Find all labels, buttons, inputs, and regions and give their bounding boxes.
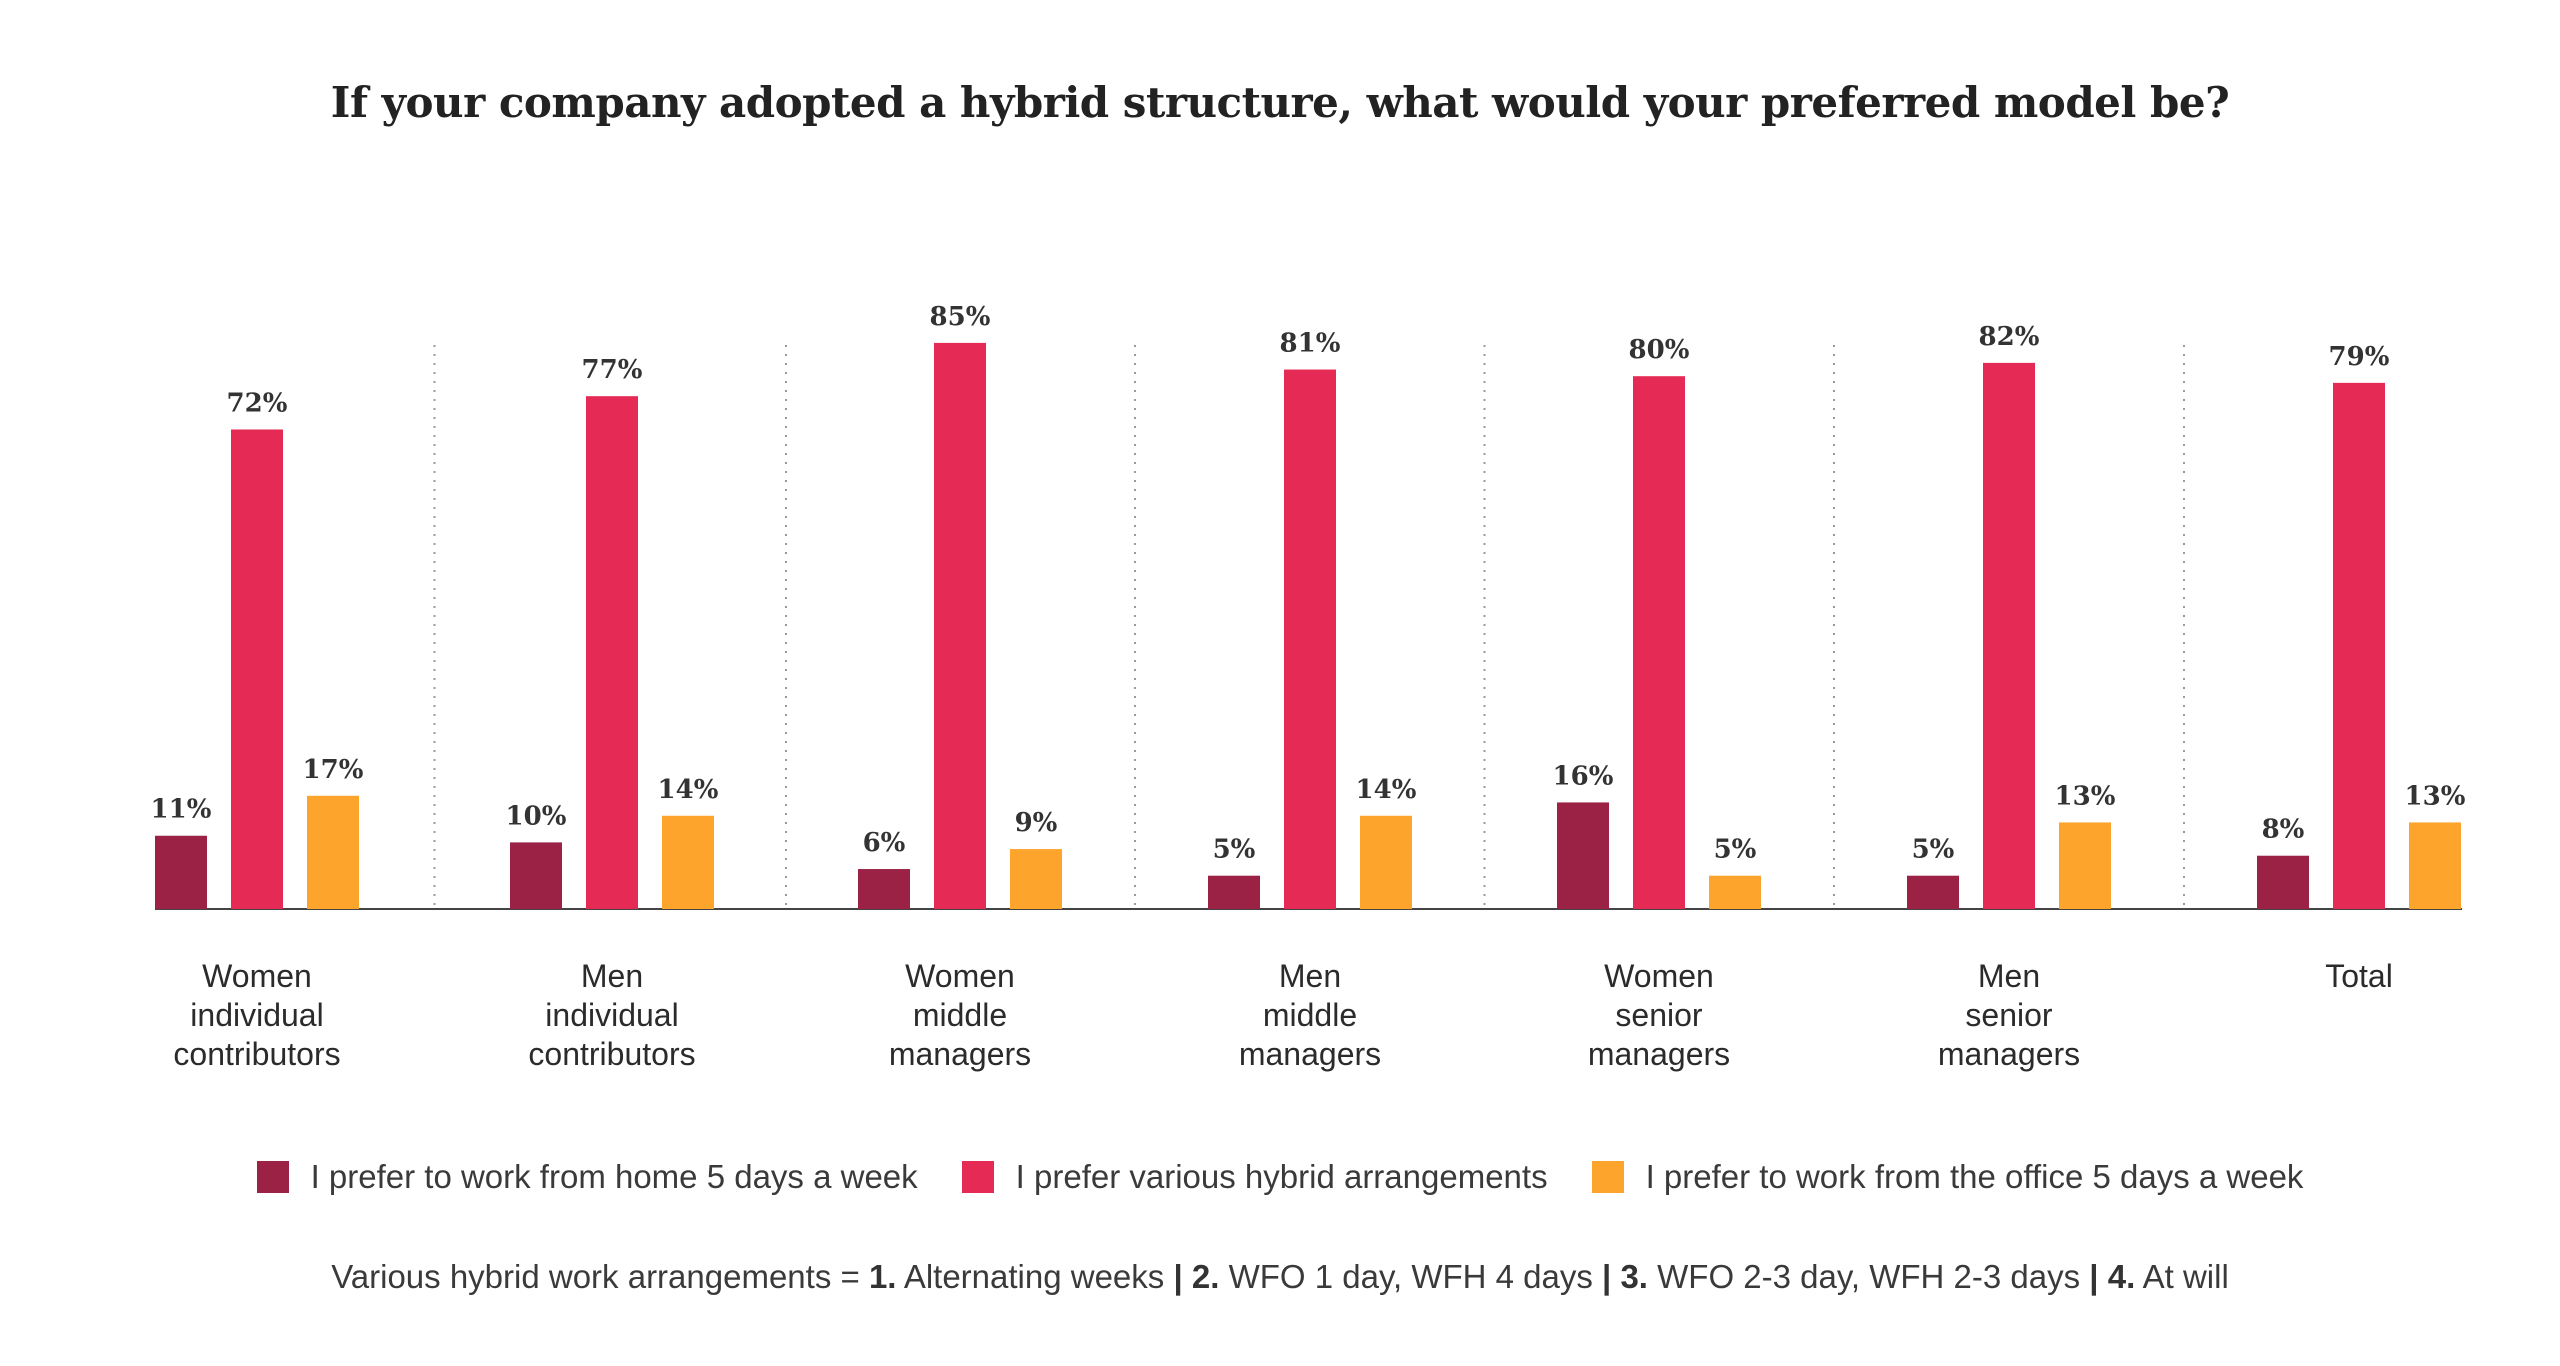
- bar: [2409, 822, 2461, 909]
- bar: [586, 396, 638, 909]
- data-label: 82%: [1979, 322, 2040, 352]
- data-label: 14%: [658, 775, 719, 805]
- footnote-separator: |: [1592, 1258, 1621, 1295]
- data-label: 16%: [1553, 761, 1614, 791]
- category-label: Men middle managers: [1239, 958, 1381, 1072]
- data-label: 17%: [303, 755, 364, 785]
- footnote: Various hybrid work arrangements = 1. Al…: [0, 1258, 2560, 1296]
- bar: [662, 815, 714, 909]
- data-label: 80%: [1629, 335, 1690, 365]
- legend-item: I prefer to work from home 5 days a week: [256, 1158, 918, 1196]
- chart-title: If your company adopted a hybrid structu…: [330, 78, 2230, 127]
- category-label: Women middle managers: [889, 958, 1031, 1072]
- bar: [1557, 802, 1609, 909]
- data-label: 14%: [1356, 775, 1417, 805]
- footnote-item: WFO 2-3 day, WFH 2-3 days: [1647, 1258, 2081, 1295]
- data-label: 72%: [227, 388, 288, 418]
- footnote-number: 2.: [1191, 1258, 1220, 1295]
- bar: [2059, 822, 2111, 909]
- data-label: 79%: [2329, 342, 2390, 372]
- bar: [2333, 382, 2385, 909]
- bar: [2257, 855, 2309, 909]
- data-label: 77%: [582, 355, 643, 385]
- footnote-item: WFO 1 day, WFH 4 days: [1219, 1258, 1593, 1295]
- legend: I prefer to work from home 5 days a week…: [0, 1158, 2560, 1196]
- data-label: 13%: [2405, 781, 2466, 811]
- bar: [1208, 875, 1260, 909]
- category-label: Women senior managers: [1588, 958, 1730, 1072]
- bar: [510, 842, 562, 909]
- footnote-item: At will: [2135, 1258, 2229, 1295]
- data-label: 85%: [930, 302, 991, 332]
- data-label: 8%: [2262, 815, 2305, 845]
- legend-item: I prefer to work from the office 5 days …: [1591, 1158, 2304, 1196]
- footnote-separator: |: [1164, 1258, 1192, 1295]
- bar: [934, 342, 986, 909]
- legend-swatch: [256, 1161, 289, 1193]
- legend-swatch: [1591, 1161, 1624, 1193]
- footnote-prefix: Various hybrid work arrangements =: [331, 1258, 869, 1295]
- data-label: 5%: [1714, 835, 1757, 865]
- bar: [1907, 875, 1959, 909]
- footnote-number: 4.: [2107, 1258, 2136, 1295]
- data-label: 6%: [863, 828, 906, 858]
- data-label: 13%: [2055, 781, 2116, 811]
- bar: [155, 835, 207, 909]
- category-label: Women individual contributors: [173, 958, 340, 1072]
- category-label: Total: [2325, 958, 2393, 994]
- footnote-separator: |: [2080, 1258, 2108, 1295]
- legend-label: I prefer various hybrid arrangements: [1015, 1158, 1548, 1195]
- legend-label: I prefer to work from the office 5 days …: [1645, 1158, 2304, 1195]
- category-label: Men senior managers: [1938, 958, 2080, 1072]
- bar: [858, 869, 910, 909]
- bar: [1284, 369, 1336, 909]
- legend-item: I prefer various hybrid arrangements: [961, 1158, 1548, 1196]
- bar: [1983, 362, 2035, 909]
- bar: [231, 429, 283, 909]
- data-label: 10%: [506, 801, 567, 831]
- category-label: Men individual contributors: [528, 958, 695, 1072]
- bar: [1709, 875, 1761, 909]
- footnote-number: 1.: [868, 1258, 897, 1295]
- data-label: 81%: [1280, 329, 1341, 359]
- bar: [1360, 815, 1412, 909]
- data-label: 9%: [1015, 808, 1058, 838]
- legend-swatch: [961, 1161, 994, 1193]
- bar: [1010, 849, 1062, 909]
- bar: [307, 795, 359, 909]
- data-label: 11%: [151, 795, 212, 825]
- footnote-item: Alternating weeks: [896, 1258, 1165, 1295]
- data-label: 5%: [1912, 835, 1955, 865]
- footnote-number: 3.: [1620, 1258, 1648, 1295]
- data-label: 5%: [1213, 835, 1256, 865]
- bar: [1633, 376, 1685, 909]
- legend-label: I prefer to work from home 5 days a week: [310, 1158, 918, 1195]
